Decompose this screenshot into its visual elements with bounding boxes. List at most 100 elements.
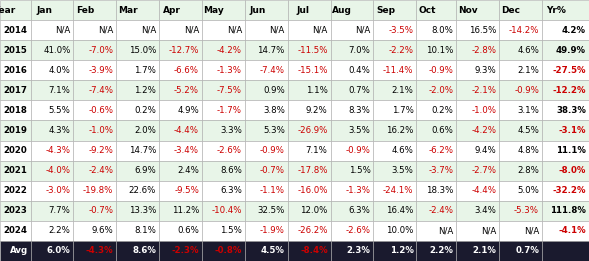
Text: -26.9%: -26.9% bbox=[297, 126, 327, 135]
Text: Feb: Feb bbox=[77, 5, 95, 15]
Bar bbox=[116, 0, 159, 20]
Bar bbox=[245, 80, 288, 100]
Text: 6.3%: 6.3% bbox=[220, 186, 242, 195]
Bar bbox=[330, 100, 373, 121]
Text: 2.1%: 2.1% bbox=[517, 66, 539, 75]
Bar bbox=[74, 221, 116, 241]
Bar bbox=[0, 241, 31, 261]
Bar bbox=[456, 201, 499, 221]
Text: N/A: N/A bbox=[270, 26, 285, 35]
Bar bbox=[74, 140, 116, 161]
Bar bbox=[373, 181, 416, 201]
Bar bbox=[116, 221, 159, 241]
Text: 49.9%: 49.9% bbox=[556, 46, 586, 55]
Text: 16.5%: 16.5% bbox=[469, 26, 496, 35]
Bar bbox=[499, 181, 542, 201]
Bar bbox=[499, 221, 542, 241]
Bar bbox=[456, 100, 499, 121]
Text: -26.2%: -26.2% bbox=[297, 226, 327, 235]
Bar bbox=[542, 161, 589, 181]
Text: -2.2%: -2.2% bbox=[388, 46, 413, 55]
Bar bbox=[416, 221, 456, 241]
Text: -3.1%: -3.1% bbox=[558, 126, 586, 135]
Bar bbox=[373, 221, 416, 241]
Bar bbox=[159, 0, 202, 20]
Bar bbox=[542, 201, 589, 221]
Bar bbox=[74, 181, 116, 201]
Bar bbox=[159, 121, 202, 140]
Text: 3.3%: 3.3% bbox=[220, 126, 242, 135]
Bar bbox=[245, 40, 288, 60]
Text: 2.3%: 2.3% bbox=[347, 246, 370, 256]
Bar bbox=[373, 140, 416, 161]
Text: -7.4%: -7.4% bbox=[260, 66, 285, 75]
Text: 2017: 2017 bbox=[4, 86, 28, 95]
Bar bbox=[202, 0, 245, 20]
Text: -14.2%: -14.2% bbox=[508, 26, 539, 35]
Text: -3.5%: -3.5% bbox=[388, 26, 413, 35]
Text: May: May bbox=[203, 5, 223, 15]
Text: 4.3%: 4.3% bbox=[48, 126, 71, 135]
Bar bbox=[245, 100, 288, 121]
Text: 11.1%: 11.1% bbox=[556, 146, 586, 155]
Text: 14.7%: 14.7% bbox=[257, 46, 285, 55]
Text: -7.4%: -7.4% bbox=[88, 86, 113, 95]
Text: N/A: N/A bbox=[438, 226, 454, 235]
Bar bbox=[499, 201, 542, 221]
Bar bbox=[288, 20, 330, 40]
Text: 9.4%: 9.4% bbox=[475, 146, 496, 155]
Bar bbox=[288, 201, 330, 221]
Text: 8.3%: 8.3% bbox=[349, 106, 370, 115]
Bar bbox=[0, 0, 31, 20]
Bar bbox=[499, 80, 542, 100]
Bar bbox=[116, 121, 159, 140]
Text: 3.8%: 3.8% bbox=[263, 106, 285, 115]
Bar bbox=[74, 20, 116, 40]
Text: -5.2%: -5.2% bbox=[174, 86, 199, 95]
Text: 2024: 2024 bbox=[4, 226, 28, 235]
Text: -0.9%: -0.9% bbox=[514, 86, 539, 95]
Bar bbox=[288, 121, 330, 140]
Bar bbox=[416, 20, 456, 40]
Text: 22.6%: 22.6% bbox=[129, 186, 156, 195]
Text: N/A: N/A bbox=[227, 26, 242, 35]
Text: 1.2%: 1.2% bbox=[134, 86, 156, 95]
Text: 4.5%: 4.5% bbox=[261, 246, 285, 256]
Text: 0.7%: 0.7% bbox=[349, 86, 370, 95]
Bar bbox=[159, 221, 202, 241]
Text: -1.7%: -1.7% bbox=[217, 106, 242, 115]
Bar bbox=[202, 221, 245, 241]
Text: 6.3%: 6.3% bbox=[349, 206, 370, 215]
Text: -0.9%: -0.9% bbox=[346, 146, 370, 155]
Bar bbox=[373, 161, 416, 181]
Text: -9.2%: -9.2% bbox=[88, 146, 113, 155]
Text: -3.0%: -3.0% bbox=[45, 186, 71, 195]
Bar bbox=[31, 221, 74, 241]
Text: 2.4%: 2.4% bbox=[177, 166, 199, 175]
Bar bbox=[245, 140, 288, 161]
Text: 0.7%: 0.7% bbox=[515, 246, 539, 256]
Text: 8.1%: 8.1% bbox=[134, 226, 156, 235]
Text: -6.2%: -6.2% bbox=[428, 146, 454, 155]
Bar bbox=[116, 140, 159, 161]
Text: 4.2%: 4.2% bbox=[562, 26, 586, 35]
Text: -4.1%: -4.1% bbox=[558, 226, 586, 235]
Bar bbox=[288, 80, 330, 100]
Text: Year: Year bbox=[0, 5, 15, 15]
Text: -0.6%: -0.6% bbox=[88, 106, 113, 115]
Bar bbox=[159, 201, 202, 221]
Bar bbox=[542, 241, 589, 261]
Bar bbox=[74, 201, 116, 221]
Bar bbox=[416, 121, 456, 140]
Bar bbox=[330, 201, 373, 221]
Bar bbox=[330, 140, 373, 161]
Bar bbox=[456, 241, 499, 261]
Bar bbox=[288, 181, 330, 201]
Bar bbox=[330, 80, 373, 100]
Bar bbox=[245, 181, 288, 201]
Bar bbox=[416, 100, 456, 121]
Bar bbox=[456, 181, 499, 201]
Text: 1.2%: 1.2% bbox=[389, 246, 413, 256]
Bar bbox=[245, 0, 288, 20]
Text: 1.5%: 1.5% bbox=[349, 166, 370, 175]
